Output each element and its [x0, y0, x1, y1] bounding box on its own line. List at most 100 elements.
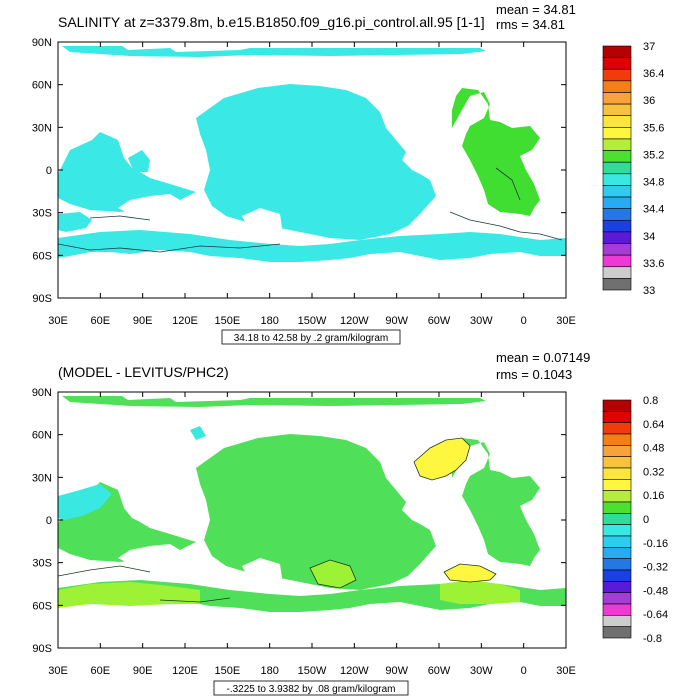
- colorbar-label: -0.48: [643, 585, 668, 597]
- colorbar-swatch: [602, 615, 632, 627]
- range-label: 34.18 to 42.58 by .2 gram/kilogram: [234, 333, 389, 344]
- y-tick-label: 30S: [32, 208, 52, 220]
- colorbar-swatch: [602, 479, 632, 491]
- colorbar-label: 0.48: [643, 443, 664, 455]
- colorbar-label: 36: [643, 95, 655, 107]
- y-tick-label: 0: [46, 165, 52, 177]
- colorbar-label: -0.64: [643, 609, 668, 621]
- x-tick-label: 60E: [91, 665, 111, 677]
- colorbar-swatch: [602, 513, 632, 525]
- y-tick-label: 60N: [32, 80, 52, 92]
- colorbar-swatch: [602, 535, 632, 548]
- colorbar-swatch: [602, 592, 632, 605]
- colorbar-swatch: [602, 68, 632, 82]
- colorbar-swatch: [602, 433, 632, 446]
- panel-title: (MODEL - LEVITUS/PHC2): [58, 364, 229, 380]
- y-tick-label: 90N: [32, 37, 52, 49]
- x-tick-label: 30W: [470, 665, 493, 677]
- colorbar-swatch: [602, 422, 632, 435]
- colorbar-label: 35.6: [643, 122, 664, 134]
- range-box: [221, 329, 401, 345]
- colorbar-swatch: [602, 524, 632, 537]
- colorbar-swatch: [602, 115, 632, 128]
- colorbar-swatch: [602, 185, 632, 198]
- x-tick-label: 30E: [48, 315, 68, 327]
- colorbar-label: 34.8: [643, 177, 664, 189]
- x-tick-label: 180: [260, 315, 278, 327]
- colorbar-swatch: [602, 150, 632, 163]
- colorbar-swatch: [602, 501, 632, 514]
- x-tick-label: 30E: [48, 665, 68, 677]
- axis-ticks: 30E 60E 90E 120E 150E 180 150W 120W 90W 60W 30W 0 30…: [32, 37, 576, 327]
- lime-fill: [58, 560, 520, 608]
- colorbar-swatch: [602, 411, 632, 423]
- x-tick-label: 60E: [91, 315, 111, 327]
- colorbar-swatch: [602, 161, 632, 175]
- colorbar-label: -0.8: [643, 633, 662, 645]
- difference-panel: (MODEL - LEVITUS/PHC2) mean = 0.07149 rm…: [32, 350, 668, 696]
- x-tick-label: 180: [260, 665, 278, 677]
- colorbar: 37 36.4 36 35.6 35.2 34.8 34.4 34 33.6 33: [602, 41, 664, 297]
- colorbar-label: 33.6: [643, 258, 664, 270]
- colorbar-swatch: [602, 569, 632, 582]
- mean-stat: mean = 34.81: [496, 2, 576, 17]
- colorbar-label: 37: [643, 41, 655, 53]
- contour-lines: [57, 167, 563, 253]
- colorbar-swatch: [602, 103, 632, 117]
- colorbar-label: 34: [643, 231, 655, 243]
- colorbar-label: 0.8: [643, 395, 658, 407]
- x-tick-label: 150E: [214, 665, 240, 677]
- map-area: 30E 60E 90E 120E 150E 180 150W 120W 90W 60W 30W 0 30…: [32, 387, 576, 677]
- colorbar-swatch: [602, 57, 632, 70]
- colorbar-swatch: [602, 138, 632, 151]
- x-tick-label: 150E: [214, 315, 240, 327]
- colorbar-label: 0.64: [643, 419, 664, 431]
- colorbar-swatch: [602, 173, 632, 186]
- colorbar-swatch: [602, 558, 632, 571]
- land-mask: [118, 194, 282, 238]
- colorbar-swatch: [602, 603, 632, 616]
- colorbar-label: 35.2: [643, 149, 664, 161]
- colorbar-swatch: [602, 45, 632, 58]
- colorbar-swatch: [602, 196, 632, 209]
- colorbar-swatch: [602, 127, 632, 140]
- colorbar-label: -0.32: [643, 562, 668, 574]
- range-label: -.3225 to 3.9382 by .08 gram/kilogram: [227, 684, 396, 695]
- colorbar-swatch: [602, 266, 632, 279]
- colorbar-label: 0: [643, 514, 649, 526]
- x-tick-label: 0: [521, 665, 527, 677]
- y-tick-label: 90S: [32, 293, 52, 305]
- map-area: 30E 60E 90E 120E 150E 180 150W 120W 90W 60W 30W 0 30…: [32, 37, 576, 327]
- colorbar: 0.8 0.64 0.48 0.32 0.16 0 -0.16 -0.32 -0.48 -0.64…: [602, 395, 668, 645]
- range-box: [213, 680, 409, 696]
- panel-title: SALINITY at z=3379.8m, b.e15.B1850.f09_g…: [58, 14, 485, 30]
- colorbar-swatch: [602, 243, 632, 256]
- x-tick-label: 120E: [172, 315, 198, 327]
- colorbar-label: 33: [643, 285, 655, 297]
- y-tick-label: 90N: [32, 387, 52, 399]
- x-tick-label: 60W: [428, 315, 451, 327]
- colorbar-swatch: [602, 278, 632, 291]
- colorbar-swatch: [602, 399, 632, 412]
- colorbar-swatch: [602, 219, 632, 233]
- x-tick-label: 150W: [298, 665, 327, 677]
- x-tick-label: 30W: [470, 315, 493, 327]
- y-tick-label: 30N: [32, 472, 52, 484]
- colorbar-label: 0.32: [643, 466, 664, 478]
- y-tick-label: 60N: [32, 430, 52, 442]
- y-tick-label: 60S: [32, 250, 52, 262]
- y-tick-label: 30S: [32, 558, 52, 570]
- contour-lines: [57, 437, 497, 603]
- x-tick-label: 90E: [133, 315, 153, 327]
- colorbar-swatch: [602, 254, 632, 268]
- salinity-panel: SALINITY at z=3379.8m, b.e15.B1850.f09_g…: [32, 2, 664, 345]
- colorbar-label: 34.4: [643, 204, 664, 216]
- x-tick-label: 30E: [556, 665, 576, 677]
- x-tick-label: 150W: [298, 315, 327, 327]
- colorbar-swatch: [602, 231, 632, 244]
- atlantic-fill: [452, 88, 540, 216]
- colorbar-swatch: [602, 456, 632, 469]
- x-tick-label: 90W: [385, 665, 408, 677]
- colorbar-swatch: [602, 92, 632, 105]
- x-tick-label: 30E: [556, 315, 576, 327]
